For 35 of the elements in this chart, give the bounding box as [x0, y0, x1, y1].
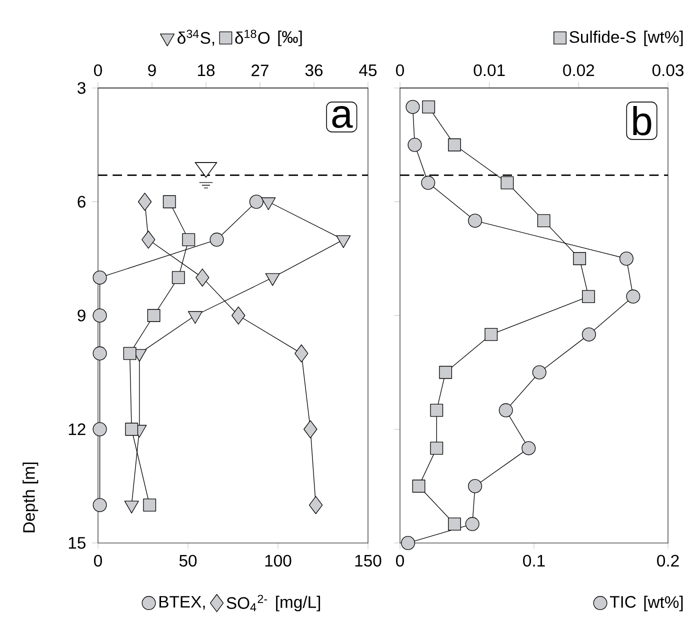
x2-axis-title: [‰]: [278, 30, 302, 46]
x2-tick-label: 0: [396, 64, 404, 76]
x-tick-label: 0.2: [657, 554, 679, 567]
x-tick-label: 0: [396, 554, 404, 567]
y-tick-label: 6: [78, 196, 86, 208]
y-tick-label: 15: [68, 537, 86, 549]
x-axis-title: [mg/L]: [276, 596, 320, 612]
x2-axis-title: [wt%]: [644, 30, 683, 46]
x2-tick-label: 0.03: [652, 64, 684, 76]
x2-tick-label: 45: [359, 64, 377, 76]
x-tick-label: 0: [94, 554, 102, 567]
x2-tick-label: 9: [148, 64, 156, 76]
x2-tick-label: 36: [305, 64, 323, 76]
x2-tick-label: 27: [252, 64, 268, 76]
x-tick-label: 100: [265, 554, 292, 567]
y-axis-title: Depth [m]: [22, 462, 38, 532]
y-tick-label: 3: [78, 82, 86, 94]
x-tick-label: 150: [355, 554, 382, 567]
legend-label: SO$_{4}$2-: [226, 594, 268, 612]
y-tick-label: 9: [78, 310, 86, 322]
legend-label: δ$^{18}$O: [235, 30, 270, 44]
x2-tick-label: 0.01: [474, 64, 505, 76]
legend-label: Sulfide-S: [570, 30, 636, 43]
x-tick-label: 0.1: [523, 554, 545, 567]
x2-tick-label: 18: [198, 64, 215, 76]
annotation: a: [332, 106, 353, 128]
legend-label: δ$^{34}$S,: [178, 30, 214, 46]
legend-label: BTEX,: [159, 596, 205, 610]
y-tick-label: 12: [68, 423, 86, 436]
x2-tick-label: 0.02: [563, 64, 594, 76]
x-tick-label: 50: [179, 554, 197, 567]
annotation: b: [633, 106, 652, 136]
x-axis-title: [wt%]: [644, 596, 683, 612]
x2-tick-label: 0: [94, 64, 102, 76]
legend-label: TIC: [610, 596, 636, 608]
